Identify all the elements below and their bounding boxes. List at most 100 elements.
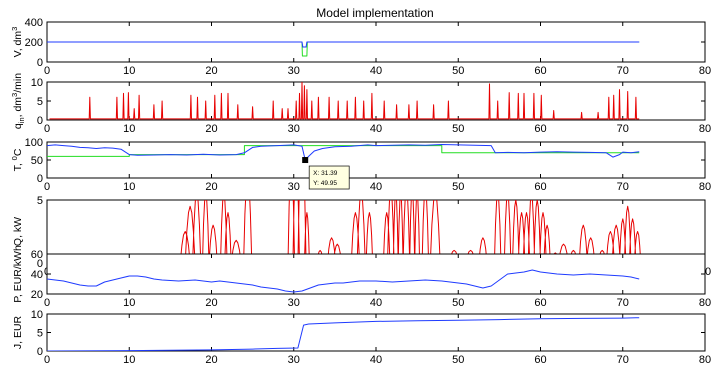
subplot-6: 0 10 20 30 40 50 60 70 80 0 5 10 J, EUR xyxy=(12,309,711,365)
x-tick-label: 10 xyxy=(123,354,135,365)
x-tick-label: 0 xyxy=(44,297,50,309)
x-tick-label: 30 xyxy=(288,354,300,365)
axes-box xyxy=(46,253,706,295)
y-axis-label: T, 0C xyxy=(10,148,24,171)
x-tick-label: 70 xyxy=(617,181,629,193)
x-tick-label: 10 xyxy=(123,297,135,309)
y-axis-label-part_sup: 3 xyxy=(10,93,19,97)
y-tick-label: 0 xyxy=(37,173,43,185)
y-tick-label: 200 xyxy=(25,37,43,49)
y-axis-label-part_end: C xyxy=(12,148,24,156)
y-axis-label: qin, dm3/min xyxy=(10,73,26,129)
x-tick-label: 50 xyxy=(452,123,464,135)
y-axis-label: P, EUR/kWh xyxy=(12,245,24,303)
data-tip: X: 31.39 Y: 49.95 xyxy=(302,157,350,190)
y-axis-label-part_sup: 3 xyxy=(10,27,19,31)
y-tick-label: 0 xyxy=(37,57,43,69)
y-tick-label: 0 xyxy=(37,115,43,127)
x-tick-label: 40 xyxy=(370,297,382,309)
axes-box xyxy=(46,141,706,179)
x-tick-label: 70 xyxy=(617,297,629,309)
axes-box xyxy=(46,199,706,264)
x-tick-label: 20 xyxy=(205,297,217,309)
subplot-4: 0102030405060708005Q, kW xyxy=(12,195,711,278)
x-tick-label: 0 xyxy=(44,181,50,193)
x-tick-label: 40 xyxy=(370,65,382,77)
y-tick-label: 5 xyxy=(37,195,43,207)
y-axis-label-part_sup: 0 xyxy=(10,156,19,160)
x-tick-label: 40 xyxy=(370,354,382,365)
series-blue-line xyxy=(47,41,640,48)
x-tick-label: 10 xyxy=(123,65,135,77)
data-tip-marker[interactable] xyxy=(302,157,309,164)
x-tick-label: 0 xyxy=(44,65,50,77)
y-axis-label-part: q xyxy=(12,123,24,129)
series-green-line xyxy=(47,145,640,157)
plot-area xyxy=(47,200,642,263)
x-tick-label: 70 xyxy=(617,354,629,365)
y-tick-label: 50 xyxy=(31,155,43,167)
y-tick-label: 400 xyxy=(25,17,43,29)
x-tick-label: 40 xyxy=(370,181,382,193)
y-axis-label-part: V, dm xyxy=(12,31,24,58)
x-tick-label: 80 xyxy=(699,181,711,193)
plot-area xyxy=(47,269,640,293)
x-tick-label: 40 xyxy=(370,123,382,135)
x-tick-label: 20 xyxy=(205,181,217,193)
y-axis-label: V, dm3 xyxy=(10,27,24,58)
y-axis-label-part: T, xyxy=(12,160,24,171)
x-tick-label: 30 xyxy=(288,123,300,135)
x-tick-label: 60 xyxy=(534,181,546,193)
y-axis-label: Q, kW xyxy=(12,217,24,246)
x-tick-label: 50 xyxy=(452,181,464,193)
data-tip-box[interactable] xyxy=(308,165,350,190)
y-tick-label: 0 xyxy=(37,258,43,270)
x-tick-label: 20 xyxy=(205,65,217,77)
x-tick-label: 20 xyxy=(205,123,217,135)
y-tick-label: 5 xyxy=(37,96,43,108)
data-tip-y: Y: 49.95 xyxy=(313,180,337,187)
x-tick-label: 80 xyxy=(699,65,711,77)
axes-box xyxy=(46,81,706,121)
x-tick-label: 30 xyxy=(288,181,300,193)
x-tick-label: 30 xyxy=(288,65,300,77)
x-tick-label: 80 xyxy=(699,354,711,365)
series-blue-line xyxy=(47,269,640,293)
y-tick-label: 40 xyxy=(31,269,43,281)
data-tip-x: X: 31.39 xyxy=(313,170,338,177)
plot-area xyxy=(47,317,640,351)
plot-area xyxy=(49,82,640,120)
x-tick-label: 80 xyxy=(699,123,711,135)
y-axis-label-part: P, EUR/kWh xyxy=(12,245,24,303)
x-tick-label: 60 xyxy=(534,65,546,77)
figure-title: Model implementation xyxy=(316,6,433,20)
x-tick-label: 30 xyxy=(288,297,300,309)
series-blue-line xyxy=(47,317,640,351)
y-tick-label: 10 xyxy=(31,77,43,89)
y-tick-label: 100 xyxy=(25,137,43,149)
y-tick-label: 0 xyxy=(37,346,43,358)
y-axis-label: J, EUR xyxy=(12,315,24,349)
subplot-2: 0 10 20 30 40 50 60 70 80 0 5 10 qin, dm3/min xyxy=(10,73,711,135)
y-axis-label-part_mid: , dm xyxy=(12,97,24,118)
x-tick-label: 80 xyxy=(699,297,711,309)
x-tick-label: 10 xyxy=(123,123,135,135)
x-tick-label: 50 xyxy=(452,65,464,77)
x-tick-label: 10 xyxy=(123,181,135,193)
x-tick-label: 0 xyxy=(44,354,50,365)
series-red-line xyxy=(47,200,642,263)
plot-area xyxy=(47,144,640,161)
axes-box xyxy=(46,313,706,352)
x-tick-label: 0 xyxy=(44,123,50,135)
y-axis-label-part_sub: in xyxy=(17,117,26,123)
series-red-line xyxy=(49,82,640,120)
y-axis-label-part_end: /min xyxy=(12,73,24,93)
series-blue-line xyxy=(47,144,640,161)
x-tick-label: 50 xyxy=(452,297,464,309)
x-tick-label: 70 xyxy=(617,65,629,77)
x-tick-label: 60 xyxy=(534,354,546,365)
